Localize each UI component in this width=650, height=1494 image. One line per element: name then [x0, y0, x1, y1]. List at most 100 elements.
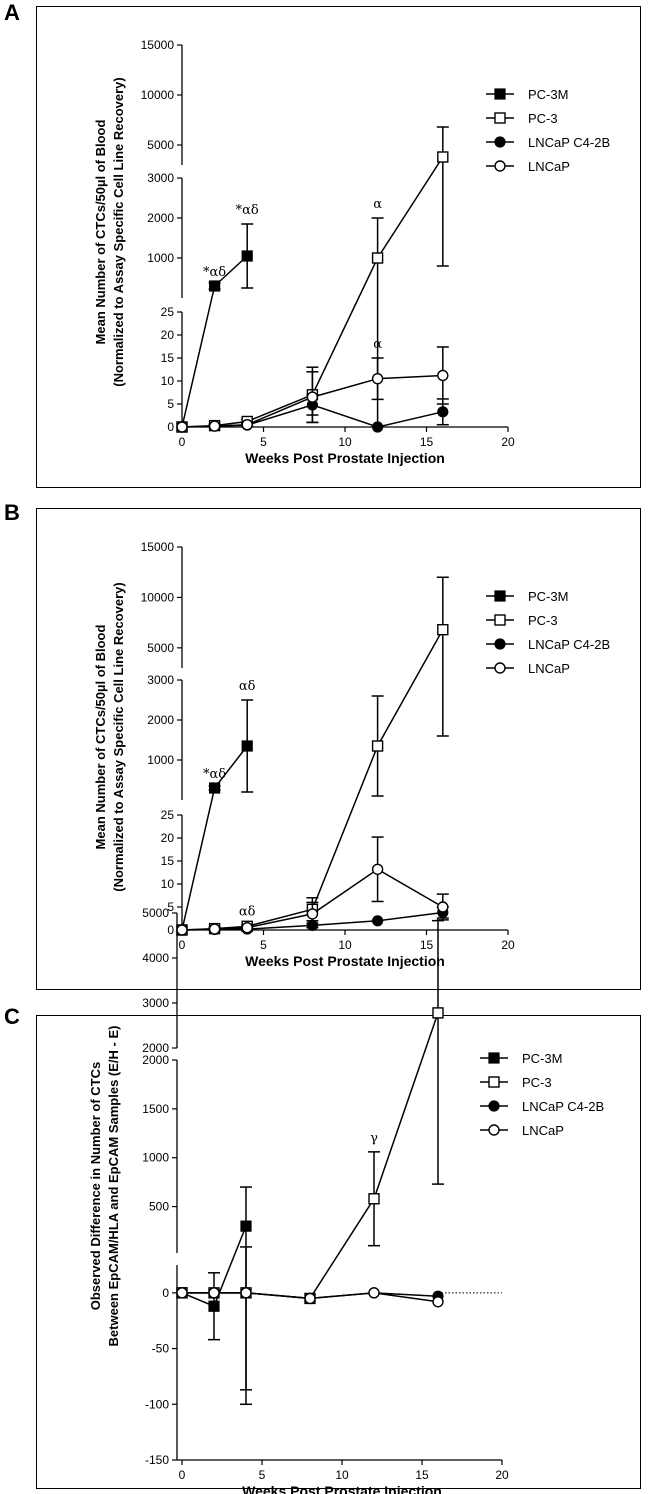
y-tick-label: -50	[152, 1342, 170, 1356]
chart-panel-c: -150-100-5005001000150020002000300040005…	[88, 906, 604, 1494]
y-axis-title-line2: Between EpCAM/HLA and EpCAM Samples (E/H…	[106, 1026, 121, 1347]
data-point	[437, 406, 449, 418]
chart-panel-b: 0 5 10 15 20 25 1000 2000 3000 5000 10000 15000 0 5 10…	[93, 540, 610, 969]
data-point	[494, 638, 506, 650]
y-tick-label: 15000	[141, 540, 175, 554]
y-tick-label: 3000	[147, 171, 174, 185]
significance-annotation: *αδ	[203, 265, 226, 280]
data-point	[208, 1300, 220, 1312]
y-tick-label: 2000	[142, 1041, 169, 1055]
data-point	[306, 908, 319, 920]
data-point	[488, 1052, 500, 1064]
data-point	[241, 740, 253, 752]
legend-label: PC-3	[522, 1075, 552, 1090]
y-tick-label: 1500	[142, 1102, 169, 1116]
data-point	[494, 88, 506, 100]
data-point	[488, 1124, 500, 1136]
data-point	[176, 421, 188, 433]
y-axis-title-line1: Mean Number of CTCs/50µl of Blood	[93, 625, 108, 850]
legend-label: PC-3	[528, 613, 558, 628]
legend-label: PC-3M	[522, 1051, 562, 1066]
y-tick-label: 15000	[141, 38, 175, 52]
series-lncap	[176, 1287, 444, 1308]
legend-label: PC-3M	[528, 87, 568, 102]
y-tick-label: 5000	[147, 641, 174, 655]
data-point	[437, 369, 449, 382]
series-pc-3m	[176, 699, 254, 936]
panel-a-frame	[36, 6, 641, 488]
y-tick-label: 10000	[141, 88, 175, 102]
legend-label: LNCaP C4-2B	[528, 637, 610, 652]
y-tick-label: 10	[161, 877, 175, 891]
panel-a-label: A	[4, 0, 20, 25]
y-tick-label: 3000	[147, 673, 174, 687]
data-point	[241, 922, 253, 934]
data-point	[368, 1287, 380, 1299]
panel-c-label: C	[4, 1004, 20, 1029]
x-tick-label: 20	[501, 938, 515, 952]
y-tick-label: 500	[149, 1200, 169, 1214]
legend-label: LNCaP C4-2B	[522, 1099, 604, 1114]
data-point	[241, 419, 253, 431]
data-point	[208, 923, 221, 935]
y-tick-label: 5000	[147, 138, 174, 152]
y-tick-label: 4000	[142, 951, 169, 965]
y-tick-label: 0	[167, 923, 174, 937]
significance-annotation: γ	[370, 1131, 378, 1146]
panel-c-frame	[36, 1015, 641, 1489]
data-point	[368, 1193, 380, 1205]
y-tick-label: 2000	[147, 211, 174, 225]
y-tick-label: 10000	[141, 590, 175, 604]
data-point	[371, 373, 384, 385]
x-tick-label: 10	[335, 1468, 349, 1482]
data-point	[494, 136, 506, 148]
x-axis-title: Weeks Post Prostate Injection	[242, 1483, 442, 1494]
x-tick-label: 5	[260, 938, 267, 952]
series-pc-3	[176, 919, 444, 1391]
data-point	[432, 1007, 444, 1019]
y-tick-label: 10	[161, 374, 175, 388]
y-tick-label: 1000	[147, 251, 174, 265]
data-point	[488, 1100, 500, 1112]
legend-label: PC-3	[528, 111, 558, 126]
x-tick-label: 5	[259, 1468, 266, 1482]
data-point	[209, 280, 221, 292]
x-tick-label: 0	[179, 435, 186, 449]
data-point	[176, 1287, 188, 1299]
data-point	[437, 901, 449, 913]
legend-label: PC-3M	[528, 589, 568, 604]
x-tick-label: 20	[501, 435, 515, 449]
y-tick-label: -100	[145, 1397, 169, 1411]
x-tick-label: 5	[260, 435, 267, 449]
legend-label: LNCaP	[528, 159, 570, 174]
data-point	[208, 420, 221, 432]
y-axis-title-line2: (Normalized to Assay Specific Cell Line …	[111, 77, 126, 386]
significance-annotation: *αδ	[236, 203, 259, 218]
data-point	[176, 924, 188, 936]
significance-annotation: αδ	[239, 679, 256, 694]
significance-annotation: *αδ	[203, 767, 226, 782]
data-point	[306, 391, 319, 403]
y-tick-label: 0	[162, 1286, 169, 1300]
data-point	[494, 614, 506, 626]
y-tick-label: 1000	[142, 1151, 169, 1165]
y-tick-label: 25	[161, 808, 175, 822]
data-point	[494, 662, 506, 674]
x-tick-label: 10	[338, 435, 352, 449]
legend-label: LNCaP	[528, 661, 570, 676]
y-tick-label: 2000	[142, 1053, 169, 1067]
significance-annotation: α	[373, 337, 382, 352]
series-lncap	[176, 836, 449, 936]
data-point	[304, 1292, 316, 1305]
x-tick-label: 20	[495, 1468, 509, 1482]
x-tick-label: 0	[179, 1468, 186, 1482]
x-tick-label: 15	[420, 435, 434, 449]
x-tick-label: 15	[415, 1468, 429, 1482]
data-point	[494, 112, 506, 124]
x-tick-label: 15	[420, 938, 434, 952]
y-tick-label: 15	[161, 351, 175, 365]
data-point	[494, 590, 506, 602]
series-pc-3m	[176, 223, 254, 433]
data-point	[437, 151, 449, 163]
